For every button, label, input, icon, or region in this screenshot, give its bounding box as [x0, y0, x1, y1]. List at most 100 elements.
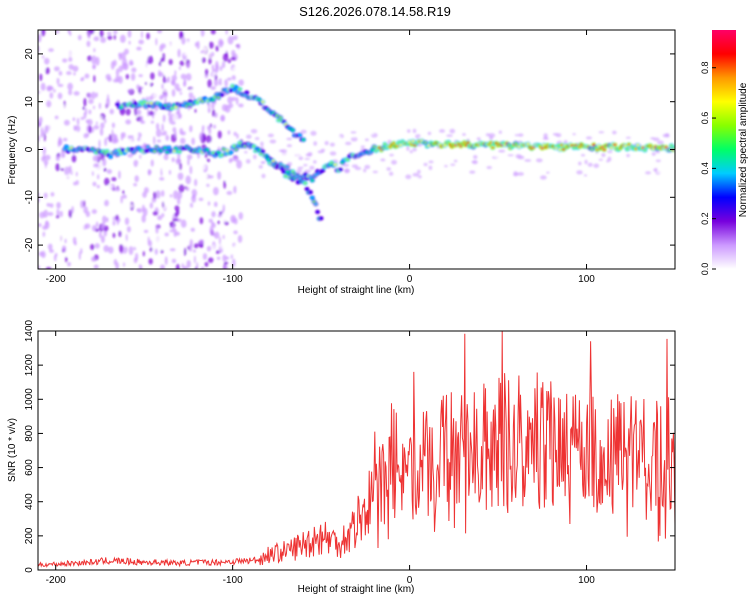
noise-blob [296, 169, 303, 174]
noise-blob [169, 194, 173, 198]
colorbar-tick-label: 0.2 [700, 212, 710, 225]
noise-blob [163, 130, 167, 136]
noise-blob [80, 48, 84, 58]
ridge-point [634, 147, 638, 151]
noise-blob [70, 132, 76, 142]
noise-blob [217, 171, 222, 180]
noise-blob [72, 236, 77, 245]
y-tick-label: 400 [24, 493, 35, 510]
noise-blob [222, 234, 225, 240]
noise-blob [625, 136, 631, 139]
noise-blob [65, 248, 70, 257]
noise-blob [473, 154, 478, 160]
noise-blob [548, 172, 554, 178]
noise-blob [211, 64, 215, 71]
ridge-point [222, 147, 226, 151]
noise-blob [245, 159, 251, 164]
noise-blob [65, 174, 71, 178]
ridge-point [558, 148, 562, 151]
noise-blob [601, 153, 606, 158]
noise-blob [524, 159, 532, 162]
noise-blob [73, 125, 77, 131]
noise-blob [119, 243, 124, 253]
ridge-point [627, 143, 631, 146]
noise-blob [124, 217, 130, 226]
noise-blob [67, 261, 72, 267]
snr-x-ticks: -200 -100 0 100 [46, 331, 595, 586]
noise-blob [77, 130, 84, 138]
noise-blob [224, 46, 228, 53]
noise-blob [106, 97, 110, 107]
noise-blob [593, 163, 600, 168]
noise-blob [655, 159, 661, 163]
noise-blob [135, 240, 139, 245]
noise-blob [87, 92, 93, 99]
noise-blob [66, 71, 72, 76]
noise-blob [160, 190, 165, 197]
noise-blob [189, 239, 193, 249]
noise-blob [118, 65, 124, 73]
noise-blob [409, 150, 413, 154]
noise-blob [507, 154, 514, 157]
noise-blob [71, 206, 74, 214]
noise-blob [89, 30, 95, 35]
noise-blob [54, 66, 60, 72]
noise-blob [360, 145, 366, 148]
noise-blob [165, 134, 170, 141]
noise-blob [109, 108, 114, 115]
ridge-point [266, 158, 270, 161]
noise-blob [412, 147, 417, 152]
noise-blob [185, 73, 192, 81]
noise-blob [233, 217, 238, 225]
colorbar-tick-label: 0.4 [700, 162, 710, 175]
ridge-point [595, 148, 599, 151]
noise-blob [38, 116, 43, 125]
noise-blob [238, 79, 244, 86]
noise-blob [405, 174, 412, 180]
noise-blob [567, 156, 572, 161]
colorbar-tick-label: 0.8 [700, 61, 710, 74]
y-tick-label: 800 [24, 425, 35, 442]
noise-blob [536, 158, 543, 163]
noise-blob [43, 108, 47, 112]
noise-blob [175, 263, 180, 269]
noise-blob [207, 79, 212, 88]
noise-blob [60, 149, 65, 159]
noise-blob [71, 154, 77, 163]
noise-blob [329, 151, 337, 156]
noise-blob [53, 89, 56, 93]
noise-blob [38, 33, 42, 43]
noise-blob [317, 150, 325, 154]
noise-blob [179, 162, 182, 171]
noise-blob [154, 109, 159, 118]
noise-blob [156, 139, 162, 143]
ridge-point [211, 99, 215, 102]
noise-blob [207, 201, 211, 206]
noise-blob [228, 200, 235, 207]
noise-blob [227, 115, 232, 121]
ridge-point [411, 139, 415, 143]
ridge-point [310, 196, 314, 199]
ridge-point [381, 146, 385, 150]
noise-blob [106, 94, 110, 102]
noise-blob [394, 169, 401, 172]
noise-blob [168, 238, 175, 247]
noise-blob [189, 165, 193, 175]
noise-blob [460, 155, 467, 159]
noise-blob [322, 153, 330, 158]
noise-blob [131, 221, 138, 227]
noise-blob [184, 30, 189, 36]
ridge-point [121, 148, 125, 152]
ridge-point [142, 100, 146, 103]
noise-blob [100, 122, 105, 129]
noise-blob [585, 136, 593, 140]
ridge-point [636, 143, 640, 147]
ridge-point [133, 102, 137, 105]
noise-blob [300, 129, 307, 134]
noise-blob [222, 254, 227, 262]
noise-blob [77, 103, 82, 113]
noise-blob [180, 137, 186, 145]
noise-blob [136, 109, 142, 116]
noise-blob [149, 202, 154, 209]
colorbar-ticks: 0.0 0.2 0.4 0.6 0.8 [700, 61, 716, 275]
